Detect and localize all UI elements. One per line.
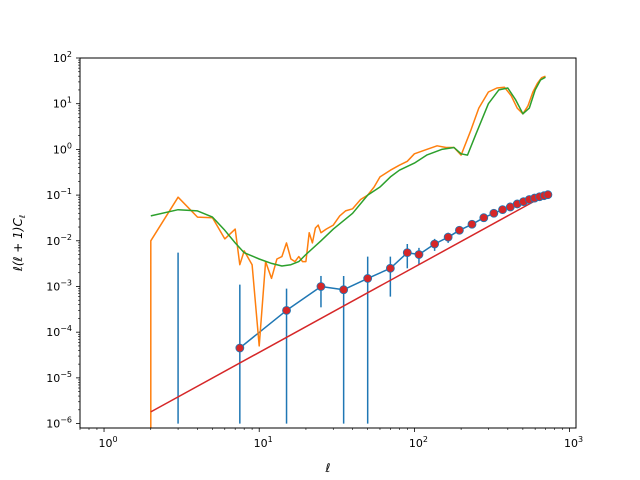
y-tick-label-base: 10	[46, 189, 60, 202]
y-tick-label-base: 10	[46, 280, 60, 293]
y-tick-label: 10−3	[46, 278, 72, 293]
ticks-layer: 100 101 102 10310−610−510−410−310−210−11001…	[46, 50, 583, 450]
data-point-marker	[339, 285, 349, 295]
y-tick-label-base: 10	[46, 418, 60, 431]
y-tick-label: 10−1	[46, 187, 72, 202]
data-point-marker	[498, 205, 507, 215]
x-tick-label-base: 10	[98, 437, 112, 450]
data-point-marker	[467, 219, 477, 229]
series-layer	[150, 75, 553, 428]
data-point-marker	[430, 239, 440, 249]
y-tick-label: 102	[53, 50, 72, 65]
data-point-marker	[316, 282, 326, 291]
series-orange-line	[150, 75, 546, 428]
y-tick-label: 10−5	[46, 370, 72, 385]
data-point-marker	[443, 232, 453, 242]
y-tick-label-base: 10	[46, 235, 60, 248]
series-green-line	[150, 76, 546, 267]
x-axis-label: ℓ	[325, 461, 331, 475]
y-tick-label-base: 10	[53, 143, 67, 156]
y-tick-label: 100	[53, 141, 72, 156]
y-tick-label-exponent: −4	[60, 324, 72, 333]
x-tick-label-base: 10	[409, 437, 423, 450]
y-tick-label-exponent: −6	[60, 416, 72, 425]
y-tick-label-exponent: −3	[60, 278, 72, 287]
y-tick-label: 10−2	[46, 233, 72, 248]
y-tick-label-base: 10	[46, 326, 60, 339]
y-tick-label: 10−6	[46, 416, 72, 431]
x-tick-label: 103	[564, 435, 583, 450]
y-tick-label-exponent: −2	[60, 233, 72, 242]
data-point-marker	[455, 225, 464, 235]
x-tick-label-exponent: 2	[423, 435, 428, 444]
x-tick-label: 101	[254, 435, 273, 450]
data-point-marker	[402, 248, 412, 258]
data-point-marker	[235, 343, 245, 353]
x-tick-label-base: 10	[254, 437, 268, 450]
y-tick-label: 101	[53, 96, 72, 111]
data-point-marker	[543, 190, 553, 200]
x-tick-label: 100	[98, 435, 117, 450]
series-red-line	[150, 194, 546, 413]
y-tick-label: 10−4	[46, 324, 72, 339]
data-point-marker	[489, 208, 499, 218]
y-tick-label-exponent: −5	[60, 370, 72, 379]
plot-area	[80, 58, 576, 428]
y-tick-label-base: 10	[46, 372, 60, 385]
series-group	[150, 75, 553, 428]
data-point-marker	[363, 274, 373, 283]
y-tick-label-base: 10	[53, 52, 67, 65]
y-tick-label-base: 10	[53, 98, 67, 111]
data-point-marker	[282, 305, 291, 315]
y-tick-label-exponent: 0	[67, 141, 72, 150]
x-tick-label: 102	[409, 435, 428, 450]
x-tick-label-exponent: 1	[268, 435, 273, 444]
x-tick-label-base: 10	[564, 437, 578, 450]
y-tick-label-exponent: 2	[67, 50, 72, 59]
y-tick-label-exponent: 1	[67, 96, 72, 105]
x-tick-label-exponent: 3	[578, 435, 583, 444]
data-point-marker	[414, 250, 424, 259]
y-tick-label-exponent: −1	[60, 187, 72, 196]
y-axis-label: ℓ(ℓ + 1)Cℓ	[11, 215, 27, 272]
y-axis-label-subscript: ℓ	[18, 215, 27, 219]
data-point-marker	[479, 213, 489, 223]
data-point-marker	[385, 263, 395, 273]
y-axis-label-main: ℓ(ℓ + 1)C	[11, 218, 25, 273]
x-tick-label-exponent: 0	[112, 435, 117, 444]
